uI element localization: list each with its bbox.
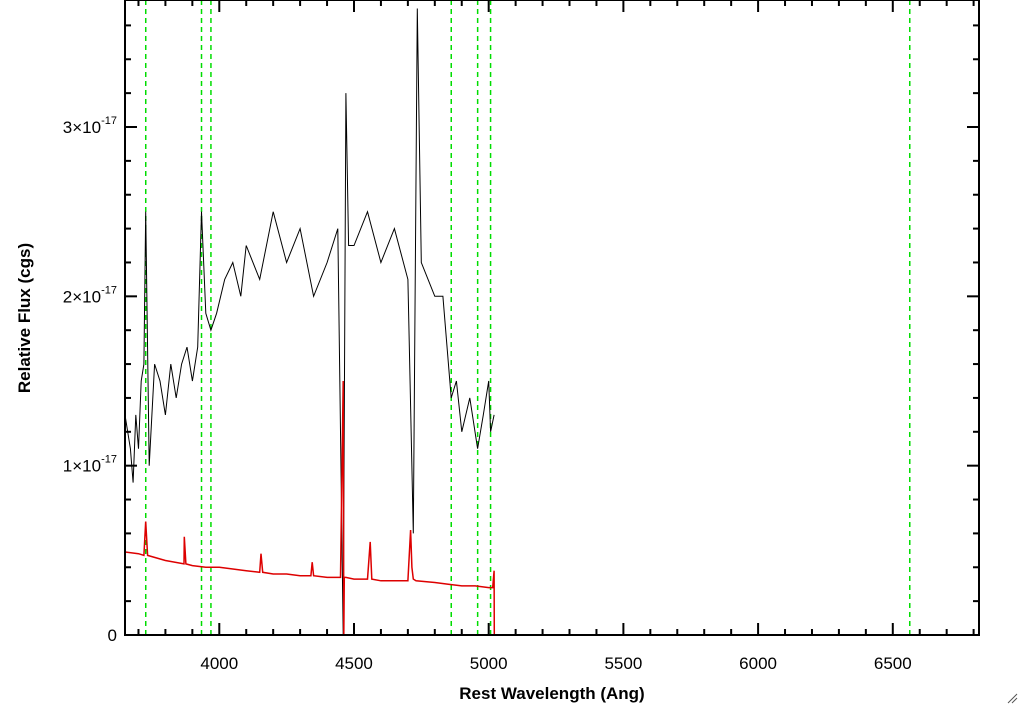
resize-grip-icon[interactable] [1006, 692, 1018, 704]
y-tick-label: 1×10-17 [63, 454, 117, 476]
plot-frame [124, 0, 980, 636]
x-tick-label: 5000 [470, 654, 508, 673]
x-tick-label: 5500 [604, 654, 642, 673]
y-tick-label: 3×10-17 [63, 115, 117, 137]
y-tick-label: 2×10-17 [63, 284, 117, 306]
x-axis-ticks: 4000 4500 5000 5500 6000 6500 [137, 0, 975, 673]
series-line-1 [124, 380, 979, 636]
series-line-0 [124, 8, 495, 636]
emission-line-markers [144, 0, 911, 635]
y-axis-title: Relative Flux (cgs) [15, 243, 34, 393]
y-axis-ticks: 0 1×10-17 2×10-17 3×10-17 [63, 24, 979, 645]
x-tick-label: 4500 [335, 654, 373, 673]
x-axis-title: Rest Wavelength (Ang) [459, 684, 644, 703]
x-tick-label: 6000 [739, 654, 777, 673]
y-tick-label: 0 [108, 626, 117, 645]
x-tick-label: 6500 [874, 654, 912, 673]
x-tick-label: 4000 [200, 654, 238, 673]
spectrum-series [124, 8, 979, 636]
